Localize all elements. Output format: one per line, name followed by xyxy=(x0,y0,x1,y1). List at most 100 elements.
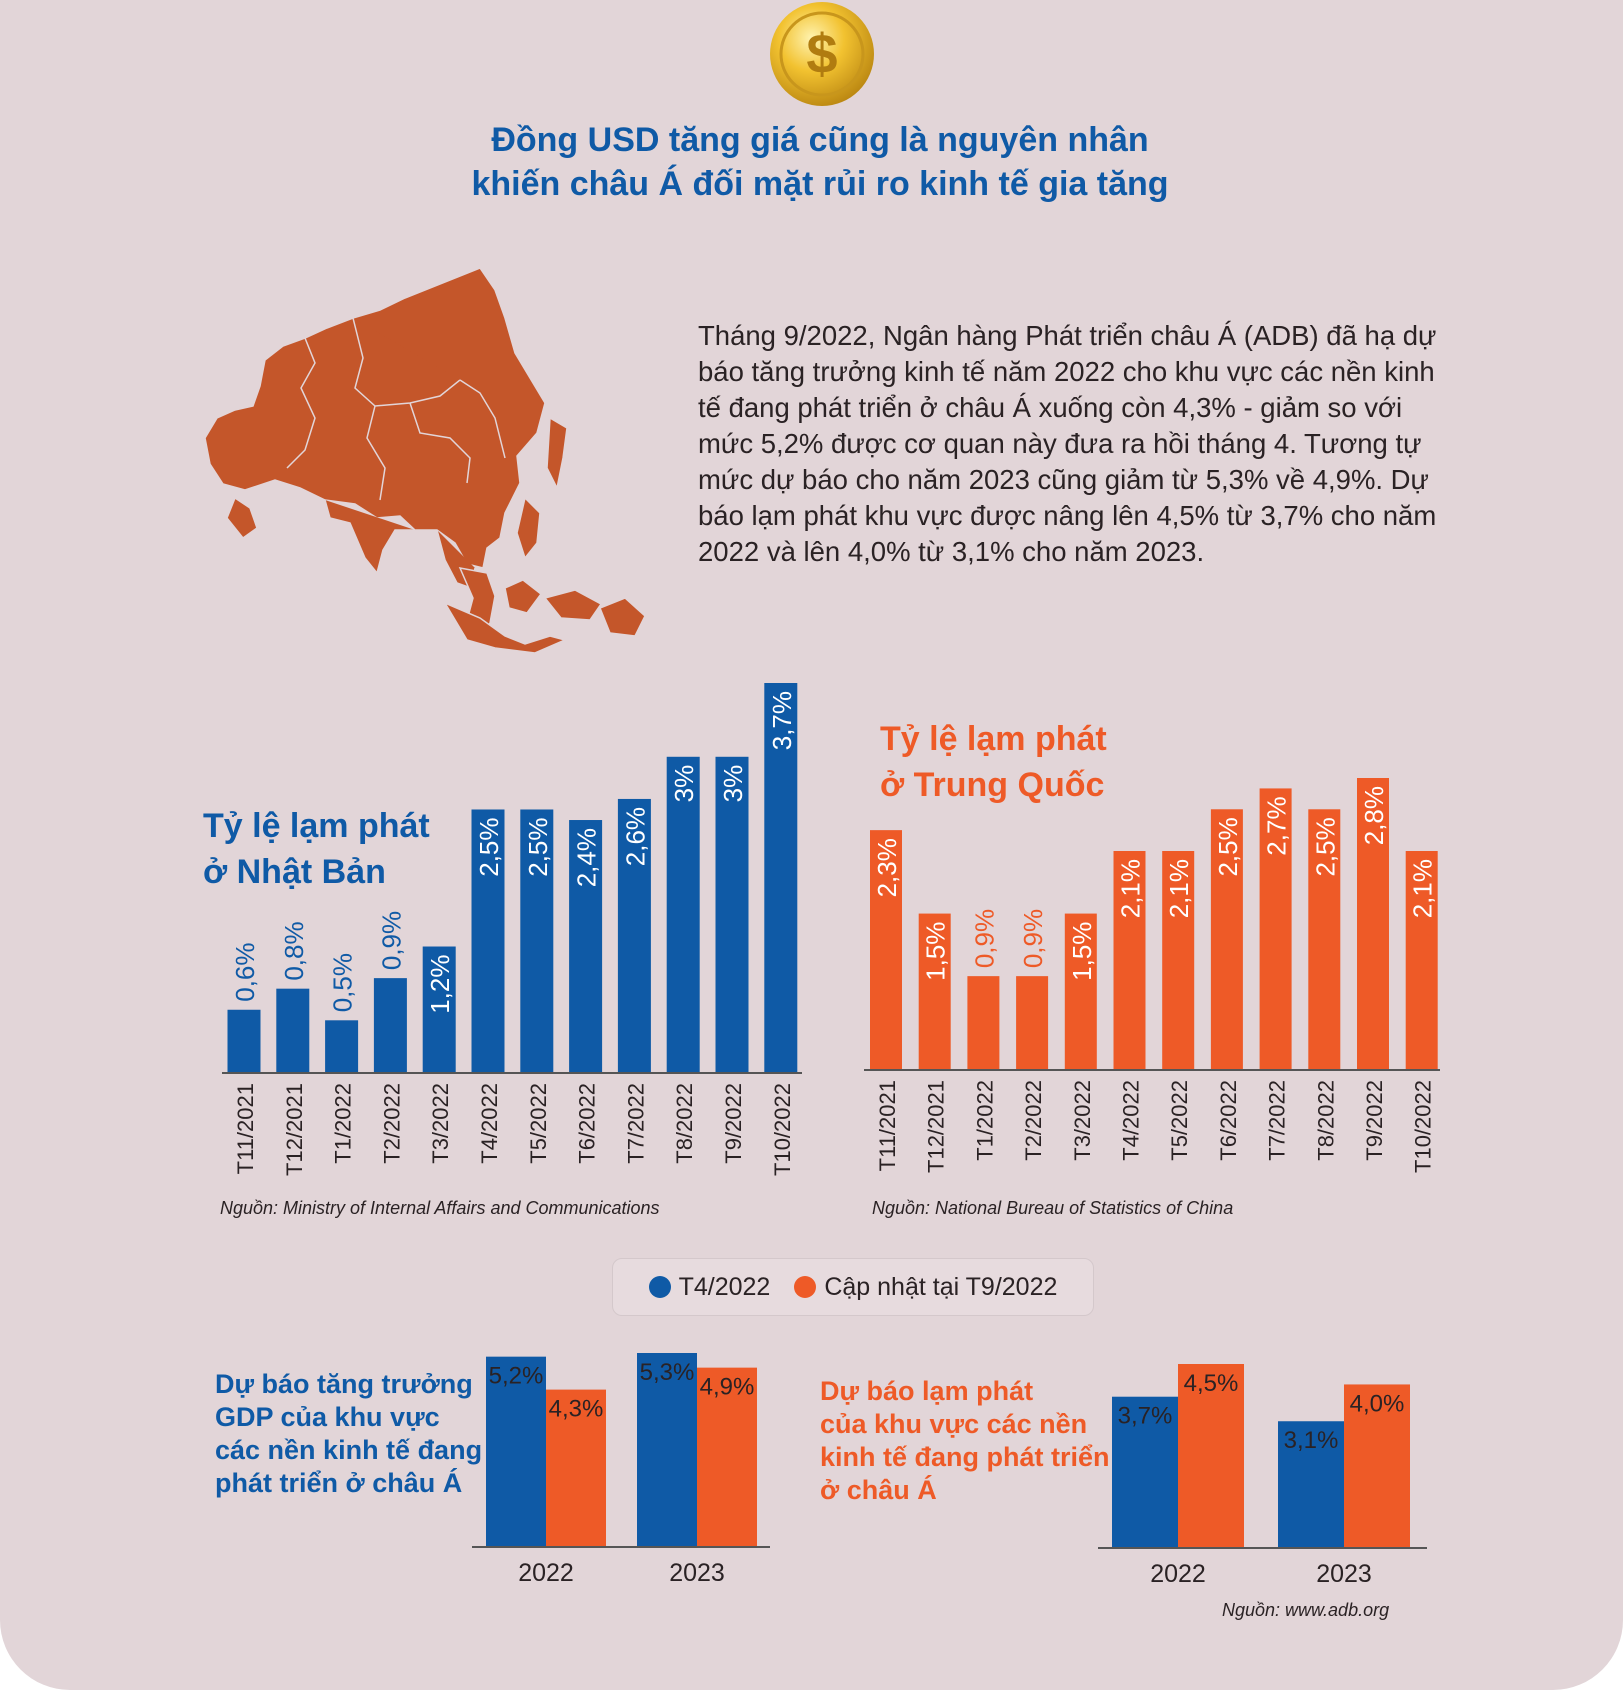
china-value-label-10: 2,5% xyxy=(1310,817,1340,876)
china-bar-5 xyxy=(1064,913,1097,1070)
china-bar-1 xyxy=(870,830,902,1070)
china-bar-6 xyxy=(1113,851,1146,1070)
japan-bar-2 xyxy=(276,988,310,1073)
cpi-title-line-3: kinh tế đang phát triển xyxy=(820,1442,1110,1472)
cpi-title-line-1: Dự báo lạm phát xyxy=(820,1376,1034,1406)
japan-value-label-5: 1,2% xyxy=(425,955,455,1014)
gdp-value-label-2023-1: 5,3% xyxy=(640,1359,695,1386)
china-value-label-12: 2,1% xyxy=(1408,859,1438,918)
china-category-label-2: T12/2021 xyxy=(924,1080,949,1173)
china-category-label-7: T5/2022 xyxy=(1167,1080,1192,1161)
japan-category-label-3: T1/2022 xyxy=(331,1083,356,1164)
gdp-title-line-3: các nền kinh tế đang xyxy=(215,1435,483,1465)
japan-value-label-8: 2,4% xyxy=(572,828,602,887)
china-bar-8 xyxy=(1210,809,1243,1070)
japan-category-label-12: T10/2022 xyxy=(770,1083,795,1176)
japan-category-label-4: T2/2022 xyxy=(379,1083,404,1164)
japan-category-label-10: T8/2022 xyxy=(672,1083,697,1164)
japan-bar-7 xyxy=(520,809,554,1073)
gdp-title-line-2: GDP của khu vực xyxy=(215,1402,440,1432)
japan-category-label-7: T5/2022 xyxy=(526,1083,551,1164)
china-bar-12 xyxy=(1405,851,1438,1070)
china-value-label-3: 0,9% xyxy=(969,909,999,968)
china-value-label-1: 2,3% xyxy=(872,838,902,897)
china-category-label-4: T2/2022 xyxy=(1021,1080,1046,1161)
japan-value-label-7: 2,5% xyxy=(523,817,553,876)
legend-label-2: Cập nhật tại T9/2022 xyxy=(824,1272,1058,1301)
china-category-label-10: T8/2022 xyxy=(1313,1080,1338,1161)
japan-value-label-3: 0,5% xyxy=(328,953,358,1012)
china-bar-11 xyxy=(1357,778,1389,1070)
legend-dot-blue xyxy=(648,1276,671,1298)
china-category-label-3: T1/2022 xyxy=(972,1080,997,1161)
china-category-label-9: T7/2022 xyxy=(1265,1080,1290,1161)
cpi-category-label-2023: 2023 xyxy=(1316,1560,1372,1588)
legend-item-t4-2022: T4/2022 xyxy=(648,1272,771,1302)
china-value-label-5: 1,5% xyxy=(1067,922,1097,981)
headline-line-1: Đồng USD tăng giá cũng là nguyên nhân xyxy=(491,121,1149,159)
legend-item-t9-2022: Cập nhật tại T9/2022 xyxy=(794,1273,1057,1302)
japan-category-label-2: T12/2021 xyxy=(282,1083,307,1176)
china-value-label-8: 2,5% xyxy=(1213,817,1243,876)
japan-value-label-12: 3,7% xyxy=(767,691,797,750)
inflation-forecast-title: Dự báo lạm phát của khu vực các nền kinh… xyxy=(820,1375,1120,1507)
cpi-bar-2022-1 xyxy=(1112,1396,1178,1548)
japan-bar-9 xyxy=(617,798,651,1073)
china-bar-4 xyxy=(1016,976,1049,1070)
china-category-label-11: T9/2022 xyxy=(1362,1080,1387,1161)
japan-bar-1 xyxy=(227,1009,261,1073)
china-bar-9 xyxy=(1259,788,1292,1070)
asia-map-icon xyxy=(205,268,645,654)
china-title-line-2: ở Trung Quốc xyxy=(880,766,1105,804)
legend-label-1: T4/2022 xyxy=(678,1272,771,1301)
gdp-forecast-title: Dự báo tăng trưởng GDP của khu vực các n… xyxy=(215,1368,495,1500)
japan-chart-title: Tỷ lệ lạm phát ở Nhật Bản xyxy=(203,803,463,895)
china-category-label-1: T11/2021 xyxy=(875,1080,900,1171)
china-category-label-12: T10/2022 xyxy=(1411,1080,1436,1173)
china-bar-10 xyxy=(1308,809,1341,1070)
gdp-value-label-2022-1: 5,2% xyxy=(489,1363,544,1390)
cpi-value-label-2023-1: 3,1% xyxy=(1284,1427,1339,1454)
intro-paragraph: Tháng 9/2022, Ngân hàng Phát triển châu … xyxy=(698,320,1437,567)
china-value-label-7: 2,1% xyxy=(1164,859,1194,918)
china-source: Nguồn: National Bureau of Statistics of … xyxy=(872,1198,1234,1218)
legend: T4/2022 Cập nhật tại T9/2022 xyxy=(612,1258,1094,1316)
japan-bar-8 xyxy=(569,820,603,1073)
china-value-label-9: 2,7% xyxy=(1262,796,1292,855)
japan-bar-4 xyxy=(373,978,407,1073)
japan-bar-12 xyxy=(764,683,798,1073)
japan-title-line-2: ở Nhật Bản xyxy=(203,853,386,891)
japan-value-label-9: 2,6% xyxy=(620,807,650,866)
japan-value-label-10: 3% xyxy=(669,765,699,803)
china-value-label-4: 0,9% xyxy=(1018,909,1048,968)
gdp-title-line-4: phát triển ở châu Á xyxy=(215,1468,463,1498)
cpi-category-label-2022: 2022 xyxy=(1150,1560,1206,1588)
cpi-value-label-2022-2: 4,5% xyxy=(1184,1370,1239,1397)
japan-bar-11 xyxy=(715,756,749,1073)
china-value-label-11: 2,8% xyxy=(1359,786,1389,845)
japan-title-line-1: Tỷ lệ lạm phát xyxy=(203,807,430,845)
cpi-value-label-2023-2: 4,0% xyxy=(1350,1390,1405,1417)
japan-category-label-1: T11/2021 xyxy=(233,1083,258,1174)
japan-bar-10 xyxy=(666,756,700,1073)
china-bar-7 xyxy=(1162,851,1195,1070)
japan-bar-3 xyxy=(325,1020,359,1073)
china-category-label-6: T4/2022 xyxy=(1119,1080,1144,1161)
dollar-coin-icon: $ xyxy=(770,2,874,106)
japan-category-label-11: T9/2022 xyxy=(721,1083,746,1164)
japan-value-label-1: 0,6% xyxy=(230,942,260,1001)
gdp-value-label-2022-2: 4,3% xyxy=(549,1396,604,1423)
china-category-label-8: T6/2022 xyxy=(1216,1080,1241,1161)
legend-dot-orange xyxy=(794,1276,817,1298)
adb-source: Nguồn: www.adb.org xyxy=(1222,1600,1390,1620)
japan-value-label-4: 0,9% xyxy=(376,911,406,970)
japan-category-label-9: T7/2022 xyxy=(623,1083,648,1164)
china-value-label-2: 1,5% xyxy=(921,922,951,981)
gdp-category-label-2022: 2022 xyxy=(518,1559,574,1587)
japan-bar-6 xyxy=(471,809,505,1073)
japan-value-label-2: 0,8% xyxy=(279,921,309,980)
